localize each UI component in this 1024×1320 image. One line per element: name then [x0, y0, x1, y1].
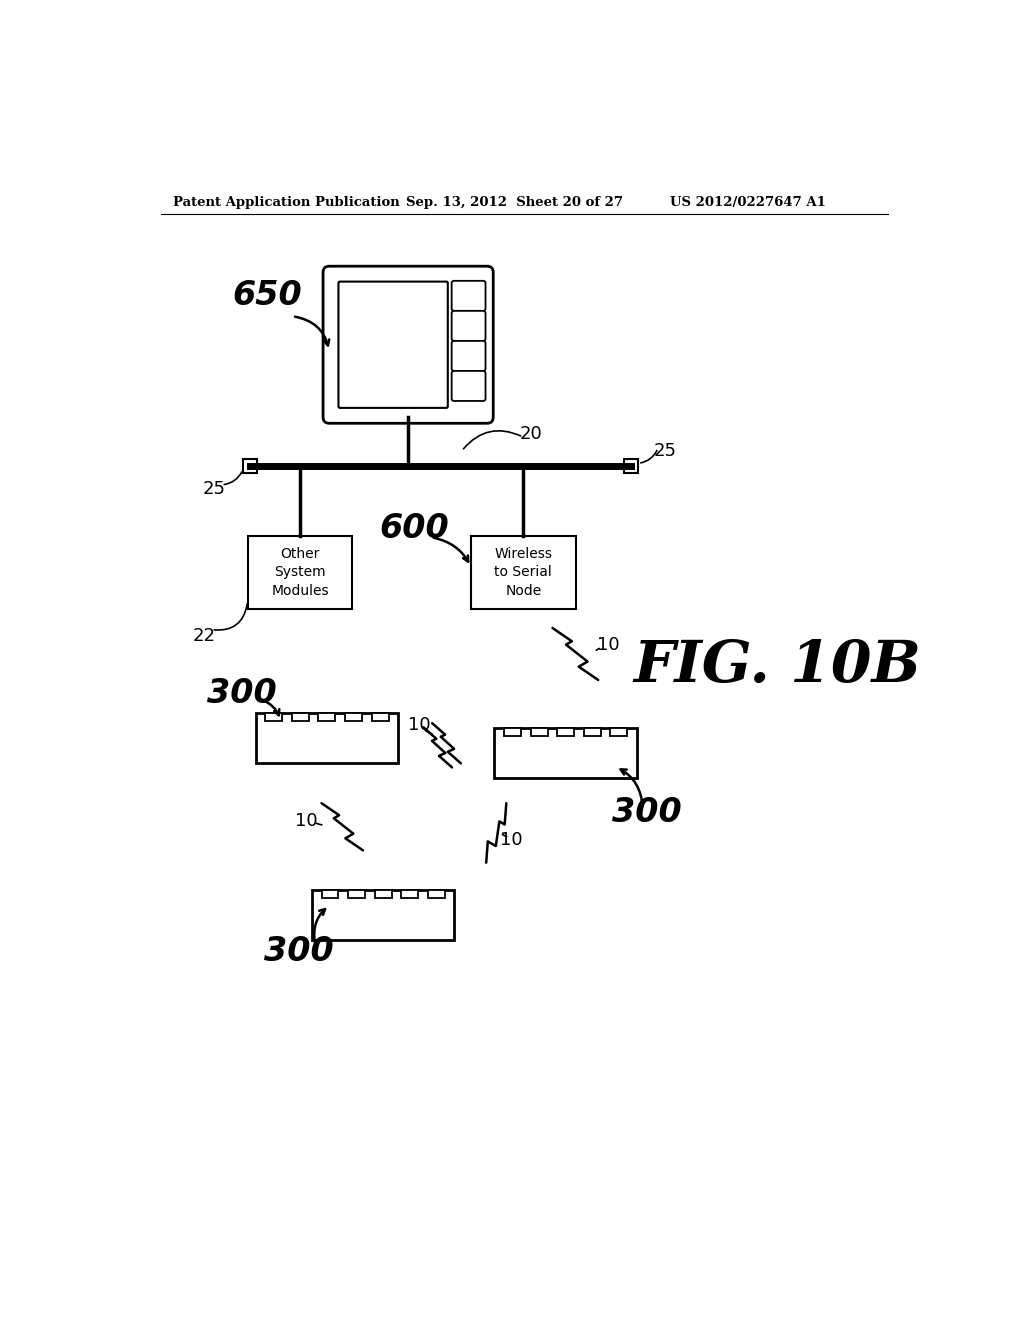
Text: FIG. 10B: FIG. 10B — [634, 639, 922, 694]
Bar — [530, 729, 548, 737]
Text: 10: 10 — [501, 830, 523, 849]
Bar — [471, 536, 575, 609]
Text: 300: 300 — [611, 796, 681, 829]
Bar — [256, 713, 398, 763]
Text: 25: 25 — [202, 480, 225, 499]
Bar — [625, 459, 638, 474]
Text: 650: 650 — [232, 279, 302, 312]
Bar — [318, 713, 336, 721]
Text: 300: 300 — [207, 677, 278, 710]
Text: Wireless
to Serial
Node: Wireless to Serial Node — [495, 546, 552, 598]
Text: 22: 22 — [193, 627, 215, 644]
Text: 10: 10 — [597, 636, 620, 653]
Bar — [345, 713, 361, 721]
Text: Sep. 13, 2012  Sheet 20 of 27: Sep. 13, 2012 Sheet 20 of 27 — [407, 195, 624, 209]
Text: US 2012/0227647 A1: US 2012/0227647 A1 — [670, 195, 825, 209]
Bar — [610, 729, 628, 737]
FancyBboxPatch shape — [452, 281, 485, 312]
Text: 10: 10 — [295, 812, 317, 829]
Bar — [375, 890, 391, 898]
Text: 600: 600 — [379, 511, 449, 544]
Bar — [372, 713, 388, 721]
Text: 10: 10 — [408, 717, 431, 734]
Text: Other
System
Modules: Other System Modules — [271, 546, 329, 598]
Bar — [322, 890, 339, 898]
Bar — [504, 729, 521, 737]
Bar — [248, 536, 352, 609]
Bar — [557, 729, 574, 737]
Bar — [243, 459, 257, 474]
Text: 20: 20 — [519, 425, 543, 444]
FancyBboxPatch shape — [452, 341, 485, 371]
Bar — [348, 890, 365, 898]
Bar — [292, 713, 309, 721]
Bar — [584, 729, 601, 737]
Bar — [265, 713, 283, 721]
FancyBboxPatch shape — [339, 281, 447, 408]
Bar — [401, 890, 418, 898]
Bar — [312, 890, 455, 940]
Text: 300: 300 — [263, 935, 333, 968]
Text: Patent Application Publication: Patent Application Publication — [173, 195, 399, 209]
Bar — [428, 890, 444, 898]
FancyBboxPatch shape — [452, 312, 485, 341]
FancyBboxPatch shape — [452, 371, 485, 401]
Text: 25: 25 — [653, 442, 677, 459]
Bar — [495, 729, 637, 779]
FancyBboxPatch shape — [323, 267, 494, 424]
